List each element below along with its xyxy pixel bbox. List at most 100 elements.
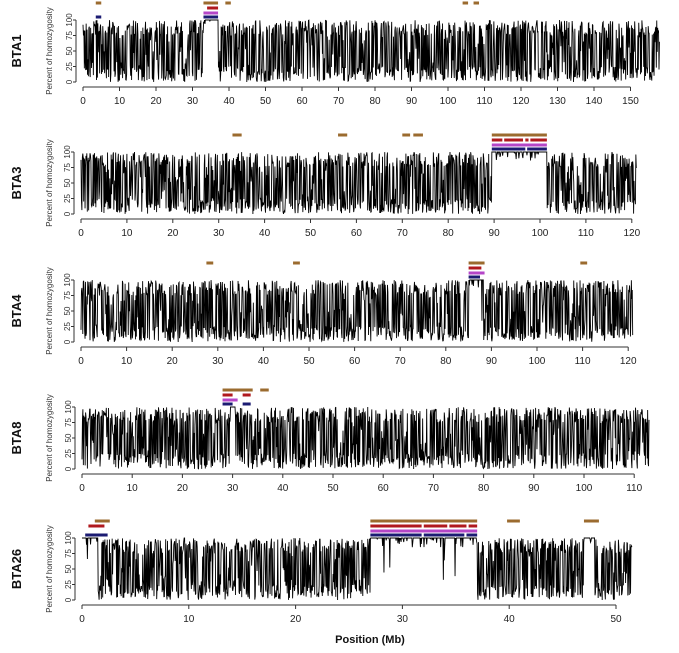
y-tick-label: 50 bbox=[63, 306, 72, 315]
x-tick-label: 0 bbox=[80, 96, 86, 107]
x-tick-label: 20 bbox=[167, 356, 179, 367]
x-tick-label: 10 bbox=[121, 356, 133, 367]
chromosome-label: BTA3 bbox=[9, 167, 24, 200]
y-tick-label: 75 bbox=[64, 418, 73, 427]
x-tick-label: 80 bbox=[443, 228, 455, 239]
chromosome-label: BTA8 bbox=[9, 422, 24, 455]
x-tick-label: 20 bbox=[290, 614, 302, 625]
x-tick-label: 100 bbox=[532, 228, 549, 239]
y-tick-label: 25 bbox=[64, 449, 73, 458]
x-tick-label: 20 bbox=[150, 96, 162, 107]
x-tick-label: 50 bbox=[327, 483, 339, 494]
y-tick-label: 0 bbox=[64, 466, 73, 471]
x-tick-label: 120 bbox=[620, 356, 637, 367]
x-tick-label: 60 bbox=[296, 96, 308, 107]
y-tick-label: 100 bbox=[63, 273, 72, 287]
x-axis-title: Position (Mb) bbox=[335, 634, 405, 646]
x-tick-label: 30 bbox=[212, 356, 224, 367]
x-tick-label: 10 bbox=[127, 483, 139, 494]
x-tick-label: 140 bbox=[586, 96, 603, 107]
x-tick-label: 40 bbox=[223, 96, 235, 107]
x-tick-label: 90 bbox=[528, 483, 540, 494]
x-tick-label: 30 bbox=[397, 614, 409, 625]
y-tick-label: 75 bbox=[65, 31, 74, 40]
x-tick-label: 10 bbox=[121, 228, 133, 239]
y-tick-label: 100 bbox=[64, 531, 73, 545]
x-tick-label: 10 bbox=[183, 614, 195, 625]
y-tick-label: 75 bbox=[64, 549, 73, 558]
chromosome-label: BTA4 bbox=[9, 294, 24, 328]
x-tick-label: 60 bbox=[378, 483, 390, 494]
x-tick-label: 60 bbox=[351, 228, 363, 239]
y-tick-label: 75 bbox=[63, 163, 72, 172]
y-axis-title: Percent of homozygosity bbox=[45, 267, 54, 355]
x-tick-label: 70 bbox=[395, 356, 407, 367]
x-tick-label: 80 bbox=[440, 356, 452, 367]
x-tick-label: 40 bbox=[258, 356, 270, 367]
chromosome-label: BTA1 bbox=[9, 35, 24, 68]
x-tick-label: 40 bbox=[259, 228, 271, 239]
y-tick-label: 50 bbox=[63, 178, 72, 187]
y-axis-title: Percent of homozygosity bbox=[45, 7, 54, 95]
x-tick-label: 110 bbox=[575, 356, 591, 367]
y-tick-label: 0 bbox=[65, 79, 74, 84]
x-tick-label: 90 bbox=[486, 356, 498, 367]
x-tick-label: 20 bbox=[167, 228, 179, 239]
x-tick-label: 30 bbox=[227, 483, 239, 494]
x-tick-label: 0 bbox=[78, 356, 84, 367]
x-tick-label: 50 bbox=[610, 614, 622, 625]
y-tick-label: 100 bbox=[63, 145, 72, 159]
homozygosity-series-line bbox=[82, 19, 660, 83]
x-tick-label: 40 bbox=[277, 483, 289, 494]
y-tick-label: 50 bbox=[64, 564, 73, 573]
x-tick-label: 50 bbox=[260, 96, 272, 107]
x-tick-label: 80 bbox=[478, 483, 490, 494]
homozygosity-series-line bbox=[80, 151, 637, 215]
y-axis-title: Percent of homozygosity bbox=[45, 394, 54, 482]
x-tick-label: 100 bbox=[576, 483, 593, 494]
x-tick-label: 120 bbox=[513, 96, 530, 107]
y-axis-title: Percent of homozygosity bbox=[45, 139, 54, 227]
x-tick-label: 0 bbox=[78, 228, 84, 239]
y-tick-label: 100 bbox=[64, 400, 73, 414]
y-tick-label: 0 bbox=[63, 211, 72, 216]
x-tick-label: 100 bbox=[529, 356, 546, 367]
x-tick-label: 90 bbox=[489, 228, 501, 239]
x-tick-label: 50 bbox=[303, 356, 315, 367]
x-tick-label: 90 bbox=[406, 96, 418, 107]
x-tick-label: 120 bbox=[623, 228, 640, 239]
x-tick-label: 0 bbox=[79, 483, 85, 494]
x-tick-label: 110 bbox=[578, 228, 594, 239]
y-tick-label: 25 bbox=[63, 322, 72, 331]
x-tick-label: 10 bbox=[114, 96, 126, 107]
x-tick-label: 30 bbox=[187, 96, 199, 107]
y-axis-title: Percent of homozygosity bbox=[45, 525, 54, 613]
y-tick-label: 0 bbox=[64, 597, 73, 602]
homozygosity-series-line bbox=[82, 537, 633, 601]
x-tick-label: 60 bbox=[349, 356, 361, 367]
y-tick-label: 50 bbox=[64, 433, 73, 442]
y-tick-label: 0 bbox=[63, 339, 72, 344]
x-tick-label: 110 bbox=[626, 483, 642, 494]
x-tick-label: 110 bbox=[477, 96, 493, 107]
y-tick-label: 100 bbox=[65, 13, 74, 27]
x-tick-label: 20 bbox=[177, 483, 189, 494]
x-tick-label: 70 bbox=[333, 96, 345, 107]
x-tick-label: 100 bbox=[440, 96, 457, 107]
x-tick-label: 50 bbox=[305, 228, 317, 239]
homozygosity-series-line bbox=[81, 406, 650, 470]
x-tick-label: 40 bbox=[504, 614, 516, 625]
y-tick-label: 50 bbox=[65, 46, 74, 55]
x-tick-label: 130 bbox=[549, 96, 566, 107]
y-tick-label: 75 bbox=[63, 291, 72, 300]
x-tick-label: 70 bbox=[428, 483, 440, 494]
x-tick-label: 70 bbox=[397, 228, 409, 239]
homozygosity-series-line bbox=[80, 279, 634, 343]
y-tick-label: 25 bbox=[65, 62, 74, 71]
y-tick-label: 25 bbox=[63, 194, 72, 203]
x-tick-label: 150 bbox=[622, 96, 639, 107]
x-tick-label: 30 bbox=[213, 228, 225, 239]
x-tick-label: 80 bbox=[369, 96, 381, 107]
chromosome-label: BTA26 bbox=[9, 549, 24, 589]
